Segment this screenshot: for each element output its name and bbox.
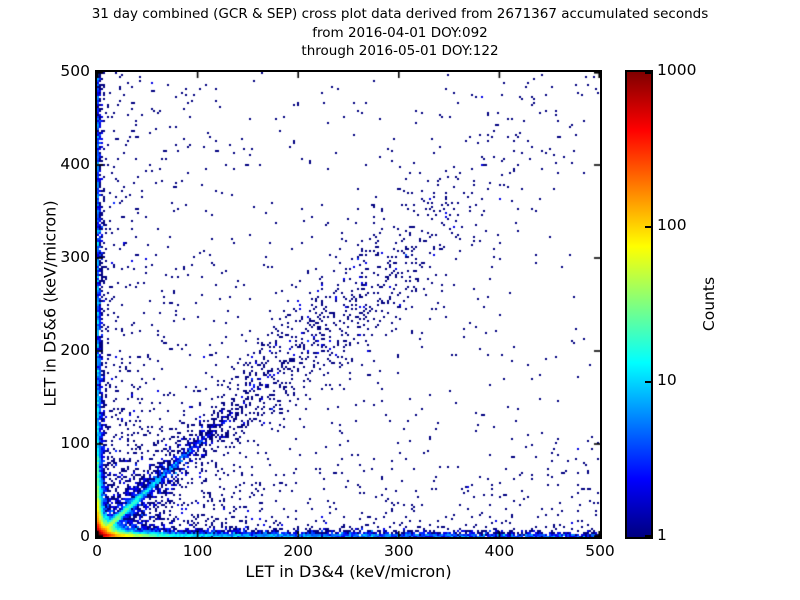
colorbar-tick-label: 1000	[657, 61, 697, 79]
colorbar-tick-label: 10	[657, 371, 677, 389]
chart-title-line2: from 2016-04-01 DOY:092	[312, 24, 488, 41]
x-tick-label: 500	[585, 542, 615, 560]
x-tick-label: 400	[484, 542, 515, 560]
y-tick-label: 500	[60, 62, 90, 80]
colorbar-title: Counts	[700, 276, 718, 332]
colorbar-gradient	[627, 72, 651, 537]
x-tick-label: 100	[182, 542, 213, 560]
colorbar-tick	[645, 535, 651, 537]
x-axis-label: LET in D3&4 (keV/micron)	[245, 562, 452, 581]
x-tick-label: 300	[384, 542, 414, 560]
x-tick-label: 200	[283, 542, 313, 560]
y-axis-label: LET in D5&6 (keV/micron)	[40, 200, 60, 407]
colorbar	[625, 70, 653, 539]
colorbar-tick	[645, 226, 651, 228]
chart-title-block: 31 day combined (GCR & SEP) cross plot d…	[0, 5, 800, 61]
y-tick-label: 0	[80, 527, 90, 545]
colorbar-tick	[645, 381, 651, 383]
colorbar-tick-label: 1	[657, 526, 667, 544]
colorbar-tick	[645, 72, 651, 74]
colorbar-tick-label: 100	[657, 216, 687, 234]
chart-title-line1: 31 day combined (GCR & SEP) cross plot d…	[91, 6, 709, 22]
x-tick-label: 0	[92, 542, 102, 560]
plot-area	[95, 70, 602, 539]
y-tick-label: 200	[60, 341, 90, 359]
scatter-heatmap-canvas	[97, 72, 600, 537]
y-tick-label: 400	[60, 155, 90, 173]
chart-title-line3: through 2016-05-01 DOY:122	[301, 43, 499, 59]
y-tick-label: 300	[60, 248, 90, 266]
y-tick-label: 100	[60, 434, 90, 452]
